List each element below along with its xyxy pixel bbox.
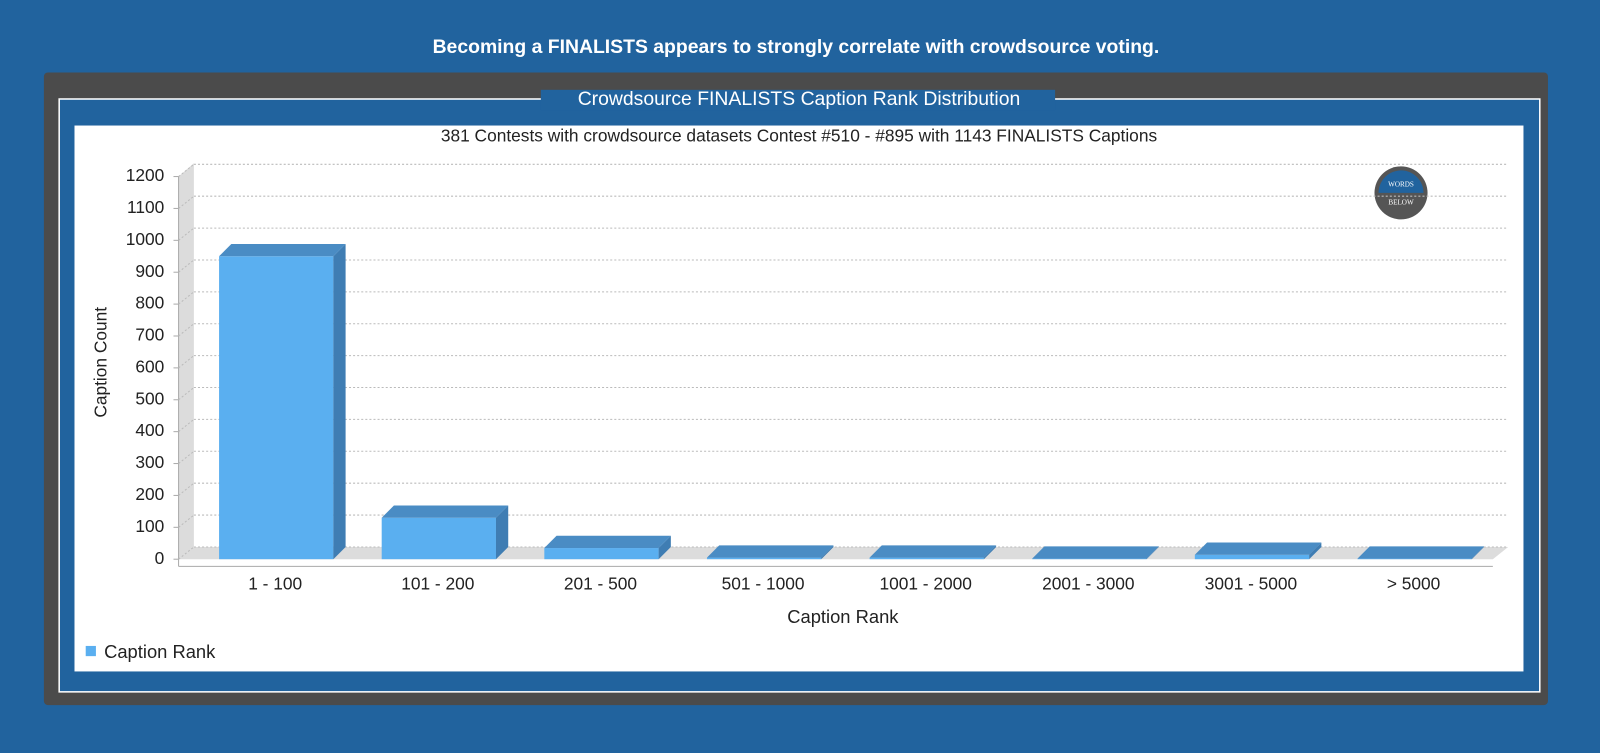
x-tick-label: 201 - 500 xyxy=(564,573,637,593)
legend-marker xyxy=(85,645,96,657)
y-tick-label: 200 xyxy=(135,484,164,504)
bar-top xyxy=(544,535,671,549)
bar-side xyxy=(1146,546,1159,560)
logo-text: WORDS xyxy=(1388,180,1414,188)
grid-line xyxy=(178,450,195,464)
bar-side xyxy=(658,535,671,560)
legend-label: Caption Rank xyxy=(104,641,216,662)
y-tick-label: 700 xyxy=(135,325,164,345)
bar-side xyxy=(1471,546,1484,560)
panel-title: Crowdsource FINALISTS Caption Rank Distr… xyxy=(578,88,1021,110)
grid-line xyxy=(178,259,195,273)
bar-front xyxy=(1357,558,1472,560)
y-tick-label: 100 xyxy=(135,516,164,536)
logo-top xyxy=(1378,170,1424,193)
bar-top xyxy=(706,545,834,558)
grid-line xyxy=(178,419,195,433)
y-tick-label: 400 xyxy=(135,420,164,440)
y-tick-label: 800 xyxy=(135,293,164,313)
bar-front xyxy=(869,557,984,560)
grid-line xyxy=(178,482,195,496)
y-tick-label: 600 xyxy=(135,356,164,376)
x-tick-label: > 5000 xyxy=(1387,573,1440,593)
bar-side xyxy=(983,545,997,560)
x-tick-label: 101 - 200 xyxy=(401,573,474,593)
grid-line xyxy=(178,323,195,337)
bar-top xyxy=(1194,542,1322,555)
grid-line xyxy=(178,387,195,401)
grid-line xyxy=(178,163,195,177)
bar-side xyxy=(821,545,834,560)
x-tick-label: 501 - 1000 xyxy=(722,573,805,593)
bar-top xyxy=(219,244,346,257)
grid-line xyxy=(178,355,195,369)
y-tick-label: 900 xyxy=(135,261,164,281)
y-tick-label: 300 xyxy=(135,452,164,472)
grid-line xyxy=(178,227,195,241)
x-axis-label: Caption Rank xyxy=(787,606,899,627)
y-tick-label: 1200 xyxy=(126,165,165,185)
bar-front xyxy=(381,517,496,560)
x-tick-label: 1001 - 2000 xyxy=(879,573,972,593)
bar-side xyxy=(333,244,346,560)
bar-top xyxy=(869,545,997,558)
grid-line xyxy=(178,195,195,209)
grid-line xyxy=(178,291,195,305)
x-tick-label: 1 - 100 xyxy=(248,573,302,593)
y-tick-label: 1000 xyxy=(126,229,165,249)
bar-top xyxy=(1357,546,1484,559)
bar-front xyxy=(1032,558,1147,560)
bar-side xyxy=(1309,542,1322,560)
y-tick-label: 1100 xyxy=(127,197,164,217)
legend-bg xyxy=(540,89,1056,111)
x-tick-label: 3001 - 5000 xyxy=(1205,573,1298,593)
bar-front xyxy=(1194,554,1310,560)
y-tick-label: 500 xyxy=(135,388,164,408)
bar-top xyxy=(1032,546,1159,559)
grid-line xyxy=(178,546,195,560)
y-tick-label: 0 xyxy=(155,548,165,568)
chart-title: 381 Contests with crowdsource datasets C… xyxy=(441,125,1158,145)
logo: WORDS BELOW xyxy=(1374,166,1428,220)
bar-front xyxy=(706,557,822,560)
x-tick-label: 2001 - 3000 xyxy=(1042,573,1135,593)
bar-front xyxy=(544,548,659,560)
floor xyxy=(178,546,1509,560)
bar-side xyxy=(495,505,509,560)
logo-text: BELOW xyxy=(1388,199,1414,207)
grid-line xyxy=(178,514,195,528)
y-axis-label: Caption Count xyxy=(91,307,111,418)
page-title: Becoming a FINALISTS appears to strongly… xyxy=(433,36,1160,58)
bar-top xyxy=(381,505,509,518)
bar-front xyxy=(219,256,334,560)
